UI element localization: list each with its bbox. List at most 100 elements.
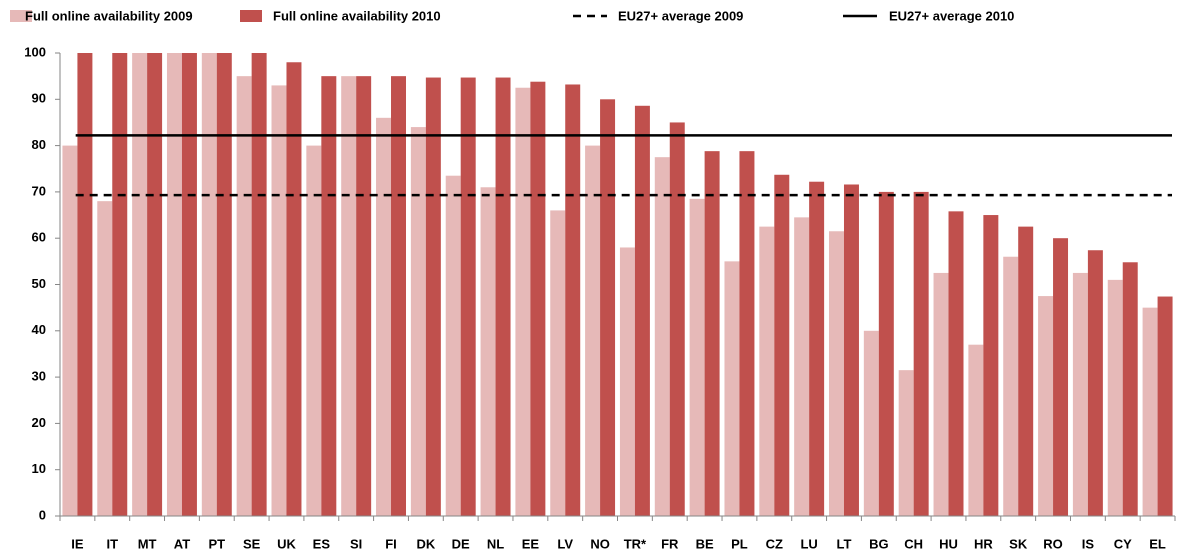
x-tick-label: PL: [731, 536, 748, 551]
x-tick-label: NO: [590, 536, 610, 551]
x-tick-label: LT: [837, 536, 852, 551]
bar: [983, 215, 999, 517]
bar: [634, 105, 650, 517]
bar: [97, 201, 113, 516]
bar: [1003, 256, 1019, 516]
x-tick-label: ES: [313, 536, 331, 551]
x-tick-label: FI: [385, 536, 397, 551]
x-tick-label: IT: [106, 536, 118, 551]
x-tick-label: EE: [522, 536, 540, 551]
bar: [843, 184, 859, 516]
bar: [77, 53, 93, 516]
bar: [530, 81, 546, 517]
bar: [1122, 262, 1138, 516]
x-tick-label: DK: [416, 536, 435, 551]
bar: [515, 87, 531, 516]
bar: [878, 191, 894, 516]
bar: [898, 370, 914, 516]
bar: [391, 76, 406, 517]
bar: [774, 174, 790, 517]
bar: [181, 53, 197, 516]
y-tick-label: 40: [32, 322, 46, 337]
bar: [356, 76, 372, 517]
y-tick-label: 100: [24, 44, 46, 59]
bar: [829, 231, 844, 516]
x-tick-label: UK: [277, 536, 296, 551]
x-tick-label: LU: [800, 536, 817, 551]
y-tick-label: 20: [32, 415, 46, 430]
bar: [565, 84, 581, 516]
bar: [1142, 307, 1158, 516]
x-tick-label: AT: [174, 536, 190, 551]
bar: [948, 211, 964, 516]
bar: [1018, 226, 1034, 516]
legend-swatch: [10, 10, 32, 22]
y-tick-label: 50: [32, 276, 46, 291]
bar: [794, 217, 810, 517]
bar: [619, 247, 635, 516]
y-tick-label: 70: [32, 183, 46, 198]
bar: [1053, 238, 1069, 516]
bar: [654, 157, 670, 517]
x-tick-label: SE: [243, 536, 261, 551]
x-tick-label: RO: [1043, 536, 1063, 551]
bar: [425, 77, 441, 516]
bar: [306, 145, 322, 516]
bar: [1072, 272, 1088, 516]
x-tick-label: HU: [939, 536, 958, 551]
bar: [495, 77, 511, 516]
y-tick-label: 80: [32, 137, 46, 152]
bar: [759, 226, 775, 516]
x-tick-label: FR: [661, 536, 679, 551]
x-tick-label: HR: [974, 536, 993, 551]
bar: [863, 330, 879, 516]
bar: [809, 181, 825, 517]
bar: [968, 344, 984, 516]
bar: [321, 76, 337, 517]
x-tick-label: MT: [138, 536, 157, 551]
bar: [236, 76, 252, 517]
x-tick-label: SI: [350, 536, 362, 551]
legend-label: Full online availability 2010: [273, 8, 441, 23]
bar: [689, 198, 705, 516]
bar: [251, 53, 267, 516]
bar: [1038, 296, 1054, 516]
bar: [112, 53, 128, 516]
bar: [913, 191, 929, 516]
bar: [1157, 296, 1173, 516]
x-tick-label: SK: [1009, 536, 1028, 551]
bar: [132, 53, 148, 516]
bar: [216, 53, 232, 516]
x-tick-label: EL: [1149, 536, 1166, 551]
x-tick-label: NL: [487, 536, 504, 551]
bar: [460, 77, 476, 516]
legend-swatch: [240, 10, 262, 22]
y-tick-label: 10: [32, 461, 46, 476]
bar: [585, 145, 601, 516]
bar: [201, 53, 217, 516]
y-tick-label: 0: [39, 507, 46, 522]
x-tick-label: IE: [71, 536, 84, 551]
x-tick-label: PT: [208, 536, 225, 551]
bar: [739, 151, 755, 516]
x-tick-label: CY: [1114, 536, 1132, 551]
bar: [341, 76, 357, 517]
x-tick-label: TR*: [624, 536, 647, 551]
bar: [933, 272, 949, 516]
legend-label: EU27+ average 2010: [889, 8, 1014, 23]
legend-label: Full online availability 2009: [25, 8, 193, 23]
y-tick-label: 90: [32, 91, 46, 106]
bar: [376, 117, 392, 516]
x-tick-label: BE: [696, 536, 714, 551]
bar: [600, 99, 616, 517]
x-tick-label: IS: [1082, 536, 1095, 551]
bar: [669, 122, 685, 516]
x-tick-label: DE: [452, 536, 470, 551]
bar: [480, 187, 496, 516]
y-tick-label: 60: [32, 230, 46, 245]
legend-label: EU27+ average 2009: [618, 8, 743, 23]
bar: [166, 53, 182, 516]
bar: [1107, 279, 1123, 516]
x-tick-label: CH: [904, 536, 923, 551]
